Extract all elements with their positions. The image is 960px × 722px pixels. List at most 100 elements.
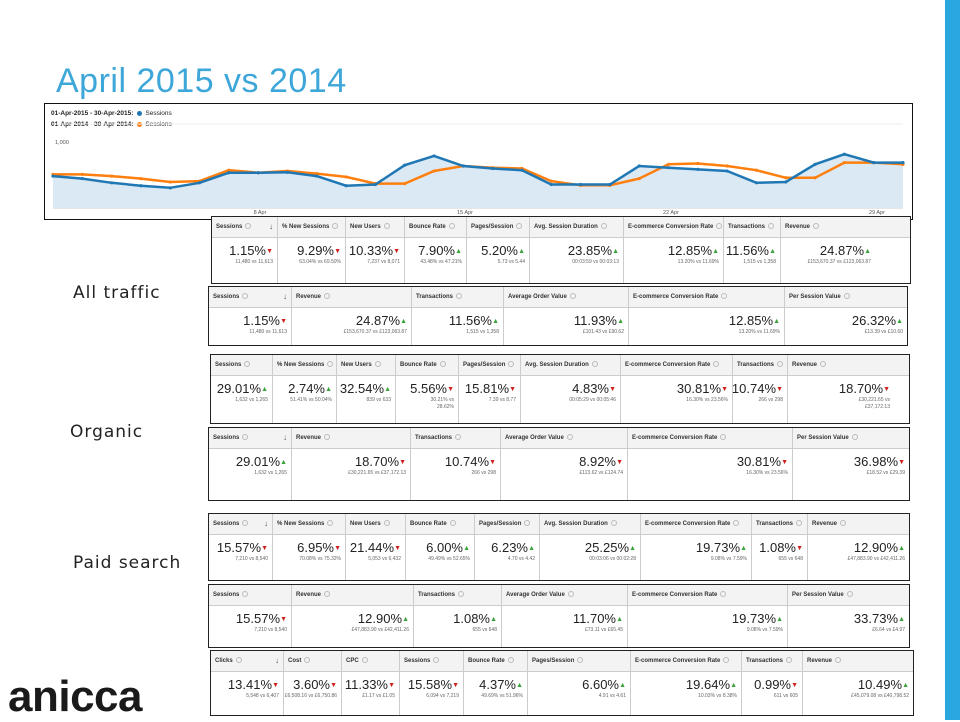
help-icon[interactable]: [324, 293, 331, 300]
column-header[interactable]: Sessions ↓: [209, 428, 292, 448]
column-header[interactable]: Revenue: [788, 355, 894, 375]
help-icon[interactable]: [820, 361, 827, 368]
help-icon[interactable]: [304, 657, 311, 664]
help-icon[interactable]: [813, 223, 820, 230]
column-header[interactable]: Sessions ↓: [209, 287, 292, 307]
column-header[interactable]: Revenue: [292, 428, 411, 448]
help-icon[interactable]: [577, 657, 584, 664]
column-header[interactable]: Revenue: [781, 217, 875, 237]
help-icon[interactable]: [374, 361, 381, 368]
help-icon[interactable]: [242, 293, 249, 300]
column-header[interactable]: Revenue: [803, 651, 913, 671]
column-header[interactable]: Sessions: [209, 585, 292, 605]
column-header[interactable]: Average Order Value: [504, 287, 629, 307]
help-icon[interactable]: [840, 520, 847, 527]
help-icon[interactable]: [383, 223, 390, 230]
sort-arrow-icon[interactable]: ↓: [269, 222, 273, 231]
column-header[interactable]: Bounce Rate: [464, 651, 528, 671]
help-icon[interactable]: [777, 361, 784, 368]
help-icon[interactable]: [458, 591, 465, 598]
help-icon[interactable]: [324, 434, 331, 441]
help-icon[interactable]: [245, 223, 252, 230]
column-header[interactable]: Per Session Value: [793, 428, 909, 448]
column-header[interactable]: Transactions: [414, 585, 502, 605]
help-icon[interactable]: [569, 293, 576, 300]
column-header[interactable]: Clicks ↓: [211, 651, 284, 671]
help-icon[interactable]: [567, 591, 574, 598]
column-header[interactable]: New Users: [346, 217, 405, 237]
help-icon[interactable]: [449, 520, 456, 527]
help-icon[interactable]: [768, 223, 775, 230]
help-icon[interactable]: [720, 591, 727, 598]
column-header[interactable]: Bounce Rate: [405, 217, 467, 237]
help-icon[interactable]: [786, 657, 793, 664]
help-icon[interactable]: [733, 520, 740, 527]
column-header[interactable]: Average Order Value: [502, 585, 628, 605]
help-icon[interactable]: [716, 223, 723, 230]
help-icon[interactable]: [327, 520, 334, 527]
column-header[interactable]: Average Order Value: [501, 428, 628, 448]
column-header[interactable]: New Users: [346, 514, 406, 534]
help-icon[interactable]: [433, 657, 440, 664]
help-icon[interactable]: [242, 591, 249, 598]
column-header[interactable]: Transactions: [411, 428, 501, 448]
help-icon[interactable]: [591, 361, 598, 368]
help-icon[interactable]: [835, 657, 842, 664]
help-icon[interactable]: [600, 223, 607, 230]
column-header[interactable]: Bounce Rate: [396, 355, 459, 375]
help-icon[interactable]: [244, 361, 251, 368]
column-header[interactable]: Revenue: [808, 514, 909, 534]
column-header[interactable]: Pages/Session: [467, 217, 530, 237]
column-header[interactable]: Sessions ↓: [212, 217, 278, 237]
column-header[interactable]: Transactions: [733, 355, 788, 375]
column-header[interactable]: Pages/Session: [459, 355, 521, 375]
column-header[interactable]: E-commerce Conversion Rate: [628, 428, 793, 448]
column-header[interactable]: Transactions: [752, 514, 808, 534]
column-header[interactable]: Transactions: [412, 287, 504, 307]
column-header[interactable]: Avg. Session Duration: [521, 355, 621, 375]
column-header[interactable]: Transactions: [724, 217, 781, 237]
column-header[interactable]: % New Sessions: [273, 355, 337, 375]
help-icon[interactable]: [507, 657, 514, 664]
help-icon[interactable]: [524, 520, 531, 527]
column-header[interactable]: Per Session Value: [785, 287, 907, 307]
help-icon[interactable]: [383, 520, 390, 527]
column-header[interactable]: Bounce Rate: [406, 514, 475, 534]
column-header[interactable]: E-commerce Conversion Rate: [629, 287, 785, 307]
help-icon[interactable]: [713, 361, 720, 368]
help-icon[interactable]: [439, 361, 446, 368]
help-icon[interactable]: [516, 223, 523, 230]
column-header[interactable]: Transactions: [742, 651, 803, 671]
column-header[interactable]: Revenue: [292, 287, 412, 307]
help-icon[interactable]: [448, 223, 455, 230]
column-header[interactable]: Cost: [284, 651, 342, 671]
column-header[interactable]: % New Sessions: [278, 217, 346, 237]
help-icon[interactable]: [566, 434, 573, 441]
column-header[interactable]: Avg. Session Duration: [540, 514, 641, 534]
sort-arrow-icon[interactable]: ↓: [283, 292, 287, 301]
help-icon[interactable]: [796, 520, 803, 527]
sort-arrow-icon[interactable]: ↓: [283, 433, 287, 442]
column-header[interactable]: Sessions: [211, 355, 273, 375]
help-icon[interactable]: [508, 361, 515, 368]
column-header[interactable]: Pages/Session: [475, 514, 540, 534]
column-header[interactable]: Avg. Session Duration: [530, 217, 624, 237]
column-header[interactable]: E-commerce Conversion Rate: [631, 651, 742, 671]
help-icon[interactable]: [720, 434, 727, 441]
help-icon[interactable]: [843, 293, 850, 300]
column-header[interactable]: Sessions: [400, 651, 464, 671]
sort-arrow-icon[interactable]: ↓: [264, 519, 268, 528]
column-header[interactable]: Per Session Value: [788, 585, 909, 605]
column-header[interactable]: E-commerce Conversion Rate: [621, 355, 733, 375]
help-icon[interactable]: [242, 434, 249, 441]
column-header[interactable]: E-commerce Conversion Rate: [641, 514, 752, 534]
help-icon[interactable]: [610, 520, 617, 527]
help-icon[interactable]: [327, 361, 334, 368]
column-header[interactable]: Pages/Session: [528, 651, 631, 671]
column-header[interactable]: New Users: [337, 355, 396, 375]
help-icon[interactable]: [721, 293, 728, 300]
column-header[interactable]: E-commerce Conversion Rate: [624, 217, 724, 237]
help-icon[interactable]: [723, 657, 730, 664]
help-icon[interactable]: [456, 293, 463, 300]
help-icon[interactable]: [361, 657, 368, 664]
